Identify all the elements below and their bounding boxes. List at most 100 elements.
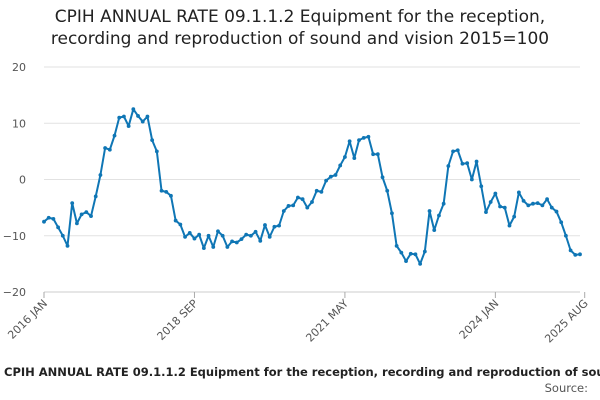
data-point[interactable] (465, 161, 470, 166)
data-point[interactable] (197, 232, 202, 237)
data-point[interactable] (333, 173, 338, 177)
data-point[interactable] (488, 200, 493, 204)
data-point[interactable] (357, 138, 361, 143)
data-point[interactable] (549, 205, 554, 210)
data-point[interactable] (498, 204, 502, 209)
data-point[interactable] (347, 139, 352, 144)
data-point[interactable] (159, 188, 164, 193)
data-point[interactable] (493, 191, 498, 196)
data-point[interactable] (352, 156, 357, 161)
data-point[interactable] (375, 152, 380, 157)
data-point[interactable] (103, 146, 108, 150)
data-point[interactable] (559, 220, 564, 225)
data-point[interactable] (248, 233, 253, 238)
data-point[interactable] (540, 203, 545, 208)
data-point[interactable] (300, 197, 305, 202)
data-point[interactable] (70, 201, 75, 206)
data-point[interactable] (404, 259, 408, 263)
data-point[interactable] (291, 203, 296, 208)
data-point[interactable] (343, 155, 347, 159)
data-point[interactable] (51, 216, 56, 221)
data-point[interactable] (408, 251, 413, 256)
data-point[interactable] (319, 189, 324, 194)
data-point[interactable] (107, 147, 112, 152)
data-point[interactable] (394, 243, 399, 248)
data-point[interactable] (328, 174, 333, 179)
data-point[interactable] (65, 243, 70, 248)
data-point[interactable] (531, 201, 535, 206)
data-point[interactable] (554, 209, 559, 214)
data-point[interactable] (281, 209, 286, 213)
data-point[interactable] (366, 134, 371, 139)
data-point[interactable] (122, 114, 126, 119)
data-point[interactable] (521, 198, 526, 203)
data-point[interactable] (201, 246, 206, 251)
data-point[interactable] (126, 124, 131, 128)
data-point[interactable] (310, 200, 314, 204)
data-point[interactable] (211, 245, 216, 249)
data-point[interactable] (183, 234, 187, 239)
data-point[interactable] (305, 205, 310, 210)
data-point[interactable] (187, 231, 192, 235)
data-point[interactable] (469, 177, 474, 182)
data-point[interactable] (234, 240, 239, 245)
data-point[interactable] (314, 188, 319, 193)
data-point[interactable] (169, 193, 173, 198)
data-point[interactable] (56, 225, 61, 230)
data-point[interactable] (451, 149, 455, 154)
data-point[interactable] (324, 178, 329, 183)
data-point[interactable] (295, 195, 300, 200)
data-point[interactable] (267, 234, 272, 239)
data-point[interactable] (418, 261, 423, 266)
data-point[interactable] (253, 229, 258, 234)
data-point[interactable] (573, 252, 578, 257)
data-point[interactable] (286, 204, 291, 208)
data-point[interactable] (206, 233, 211, 238)
data-point[interactable] (131, 107, 136, 112)
data-point[interactable] (258, 238, 263, 243)
data-point[interactable] (173, 218, 178, 223)
data-point[interactable] (502, 205, 507, 210)
data-point[interactable] (568, 248, 573, 253)
data-point[interactable] (154, 149, 159, 154)
data-point[interactable] (225, 245, 230, 249)
data-point[interactable] (380, 175, 385, 180)
data-point[interactable] (526, 203, 531, 208)
data-point[interactable] (563, 233, 568, 238)
data-point[interactable] (460, 161, 465, 166)
data-point[interactable] (479, 184, 484, 189)
data-point[interactable] (136, 114, 140, 118)
data-point[interactable] (385, 188, 390, 193)
data-point[interactable] (230, 239, 234, 244)
data-point[interactable] (399, 250, 404, 255)
data-point[interactable] (484, 210, 488, 215)
data-point[interactable] (164, 189, 169, 194)
data-point[interactable] (413, 252, 418, 257)
data-point[interactable] (89, 214, 93, 218)
data-point[interactable] (535, 201, 540, 206)
data-point[interactable] (42, 219, 46, 224)
data-point[interactable] (545, 197, 549, 202)
data-point[interactable] (361, 135, 366, 140)
data-point[interactable] (578, 252, 582, 257)
data-point[interactable] (46, 215, 51, 220)
data-point[interactable] (512, 214, 517, 219)
data-point[interactable] (140, 119, 145, 124)
data-point[interactable] (239, 237, 244, 242)
data-point[interactable] (84, 210, 89, 215)
data-point[interactable] (441, 201, 446, 206)
data-point[interactable] (338, 163, 343, 168)
data-point[interactable] (422, 249, 427, 254)
data-point[interactable] (390, 211, 394, 216)
data-point[interactable] (244, 232, 249, 237)
data-point[interactable] (150, 138, 155, 143)
data-point[interactable] (437, 213, 441, 218)
data-point[interactable] (60, 233, 65, 238)
data-point[interactable] (263, 223, 267, 227)
data-point[interactable] (432, 228, 437, 233)
data-point[interactable] (507, 223, 512, 228)
data-point[interactable] (178, 222, 183, 227)
data-point[interactable] (216, 229, 220, 234)
data-point[interactable] (192, 236, 197, 241)
data-point[interactable] (272, 224, 277, 229)
